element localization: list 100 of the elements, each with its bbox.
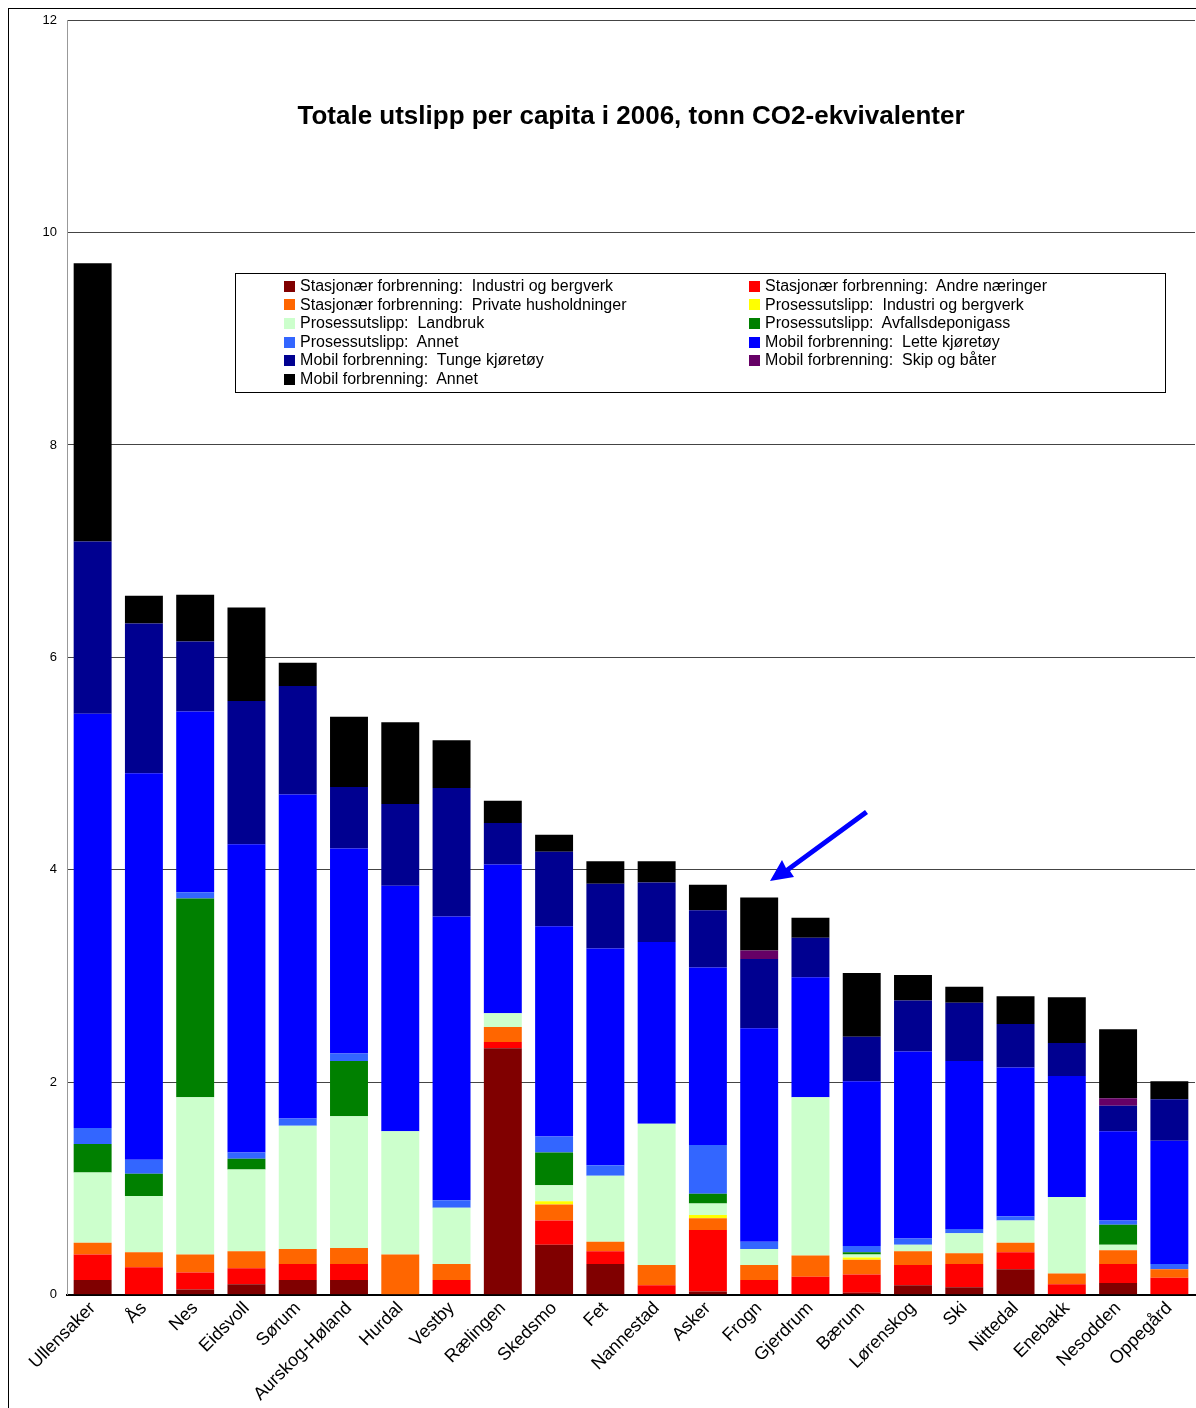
bar — [740, 1249, 779, 1266]
bar — [330, 1248, 368, 1264]
bar — [330, 1116, 368, 1249]
bar — [945, 986, 984, 1003]
bar — [894, 1051, 932, 1239]
y-tick-label: 0 — [49, 1286, 57, 1302]
bar — [894, 1285, 932, 1295]
legend-label: Stasjonær forbrenning: Andre næringer — [765, 277, 1047, 296]
bar — [1047, 1273, 1086, 1285]
legend-label: Mobil forbrenning: Lette kjøretøy — [765, 332, 1000, 352]
bar — [73, 1279, 112, 1295]
bar — [176, 641, 215, 712]
bar — [483, 1013, 522, 1028]
bar — [535, 1152, 574, 1186]
bar — [1099, 1131, 1138, 1221]
bar — [432, 1279, 471, 1295]
bar — [1047, 1197, 1086, 1274]
bar — [1099, 1220, 1138, 1225]
bar — [381, 803, 420, 886]
bar — [996, 1242, 1035, 1253]
x-tick-label: Ski — [938, 1297, 971, 1330]
bar — [740, 950, 779, 960]
bar — [1099, 1244, 1138, 1251]
bar — [73, 1242, 112, 1255]
bar — [1150, 1269, 1189, 1278]
bar — [227, 700, 266, 845]
bar — [432, 1200, 471, 1208]
bar — [176, 1254, 215, 1273]
bar — [996, 1220, 1035, 1243]
bar — [124, 595, 163, 624]
y-tick-label: 2 — [49, 1073, 57, 1089]
bar — [637, 942, 676, 1124]
bar — [637, 1123, 676, 1266]
bar — [894, 975, 932, 1001]
bar — [535, 834, 574, 852]
bar — [842, 1245, 881, 1253]
bar — [894, 1238, 932, 1245]
bar — [432, 916, 471, 1201]
bar — [945, 1061, 984, 1229]
bar — [535, 926, 574, 1137]
bar — [791, 917, 830, 938]
x-tick-label: Ås — [121, 1297, 151, 1327]
bar — [688, 910, 727, 968]
bar — [996, 1067, 1035, 1217]
y-tick-label: 4 — [49, 861, 57, 877]
bar — [945, 1228, 984, 1234]
bar — [227, 1169, 266, 1252]
legend-label: Prosessutslipp: Annet — [300, 332, 459, 352]
bar — [278, 1125, 317, 1250]
bar — [176, 711, 215, 893]
bar — [176, 1272, 215, 1290]
legend-label: Mobil forbrenning: Annet — [300, 369, 478, 389]
bar — [278, 1249, 317, 1264]
bar — [945, 1233, 984, 1254]
bar — [842, 972, 881, 1037]
bar — [1099, 1263, 1138, 1284]
bar — [1150, 1277, 1189, 1295]
bar — [791, 1276, 830, 1295]
bar — [483, 1027, 522, 1042]
bar — [586, 1263, 625, 1295]
bar — [227, 844, 266, 1153]
bar — [586, 861, 625, 884]
bar — [278, 1279, 317, 1295]
legend-label: Stasjonær forbrenning: Private husholdninger — [300, 295, 627, 315]
bar — [637, 1285, 676, 1295]
bar — [688, 1193, 727, 1204]
bar — [227, 1152, 266, 1159]
y-tick-label: 6 — [49, 648, 57, 664]
legend-label: Stasjonær forbrenning: Industri og bergverk — [300, 277, 614, 296]
bar — [1099, 1098, 1138, 1106]
bar — [278, 1118, 317, 1126]
bar — [483, 864, 522, 1014]
bar — [945, 1263, 984, 1288]
bar — [740, 897, 779, 951]
bar — [330, 786, 368, 849]
bar — [535, 851, 574, 927]
bar — [227, 607, 266, 701]
bar — [842, 1036, 881, 1082]
y-tick-label: 12 — [42, 11, 57, 27]
bar — [740, 1265, 779, 1280]
legend-label: Mobil forbrenning: Tunge kjøretøy — [300, 351, 544, 370]
bar — [1099, 1029, 1138, 1099]
bar — [73, 1127, 112, 1144]
bar — [740, 1028, 779, 1242]
bar — [381, 1131, 420, 1255]
y-tick-label: 8 — [49, 436, 57, 452]
bar — [73, 263, 112, 542]
bar — [535, 1136, 574, 1153]
bar — [330, 1279, 368, 1295]
bar — [791, 1097, 830, 1256]
bar — [124, 1267, 163, 1295]
bar — [945, 1002, 984, 1062]
bar — [535, 1244, 574, 1295]
x-tick-label: Nes — [164, 1297, 202, 1335]
bar — [176, 898, 215, 1098]
bar — [278, 1263, 317, 1280]
bar — [176, 594, 215, 642]
bar — [330, 1053, 368, 1062]
bar — [842, 1259, 881, 1275]
bar — [894, 1244, 932, 1252]
